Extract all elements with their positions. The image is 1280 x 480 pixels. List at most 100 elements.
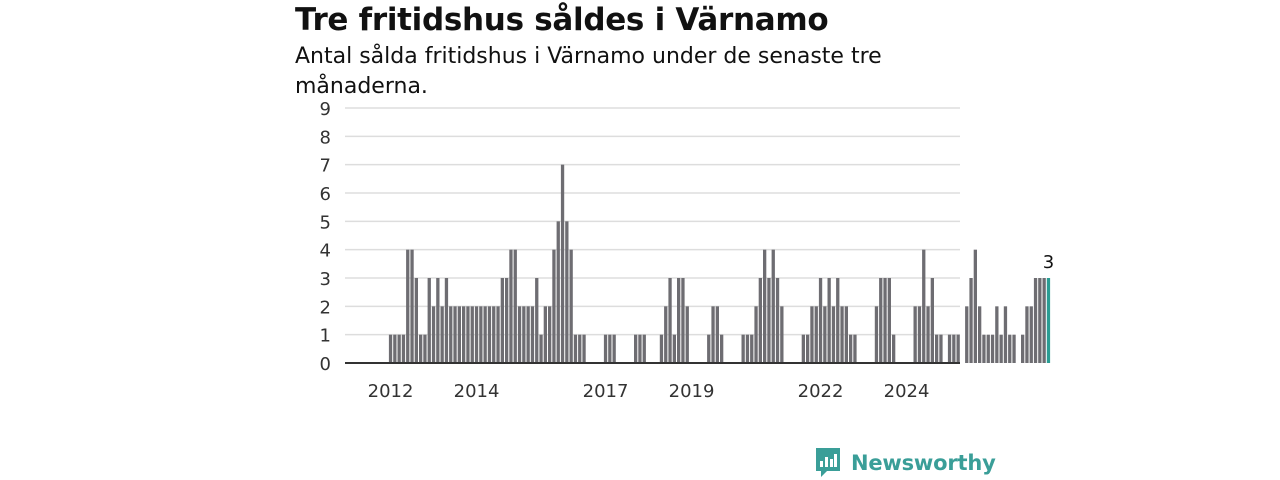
bar [453, 306, 457, 363]
bar [397, 334, 401, 363]
bar [603, 334, 608, 363]
bar [741, 334, 745, 363]
bar [393, 334, 397, 363]
bar [677, 278, 681, 363]
bar [917, 306, 922, 363]
newsworthy-brand[interactable]: Newsworthy [814, 446, 996, 480]
bar [681, 278, 685, 363]
bar [844, 306, 848, 363]
bar [926, 306, 930, 363]
bar [436, 278, 440, 363]
bar [836, 278, 840, 363]
bar [526, 306, 530, 363]
highlight-bar [1046, 278, 1051, 363]
x-tick-label: 2019 [669, 381, 715, 402]
bar [1029, 306, 1033, 363]
bar [952, 334, 956, 363]
y-tick-label: 3 [320, 269, 331, 290]
bar [775, 278, 780, 363]
bar [440, 306, 444, 363]
bar [767, 278, 771, 363]
bar [892, 334, 896, 363]
x-tick-label: 2022 [798, 381, 844, 402]
bar [565, 221, 569, 363]
bar [780, 306, 784, 363]
bar [879, 278, 883, 363]
bar [479, 306, 483, 363]
bar [806, 334, 810, 363]
bar [750, 334, 754, 363]
bar [466, 306, 470, 363]
y-tick-label: 1 [320, 326, 331, 347]
bar [922, 249, 926, 363]
bar [517, 306, 522, 363]
bar [745, 334, 750, 363]
bar [500, 278, 504, 363]
bar [505, 278, 509, 363]
bar [496, 306, 500, 363]
bar [990, 334, 995, 363]
brand-name: Newsworthy [851, 451, 996, 475]
newsworthy-logo-icon [816, 448, 840, 477]
y-tick-label: 2 [320, 297, 331, 318]
bar [539, 334, 543, 363]
bar [1021, 334, 1025, 363]
bar [410, 249, 414, 363]
chart-subtitle: Antal sålda fritidshus i Värnamo under d… [295, 44, 882, 99]
bar [995, 306, 999, 363]
bar [814, 306, 818, 363]
bar [642, 334, 646, 363]
bar [969, 278, 973, 363]
bar [840, 306, 844, 363]
bar [999, 334, 1003, 363]
y-tick-label: 9 [320, 99, 331, 120]
bar [638, 334, 642, 363]
bar [543, 306, 547, 363]
bar [487, 306, 492, 363]
bar [853, 334, 857, 363]
bar [427, 278, 431, 363]
bar [578, 334, 582, 363]
bars [388, 164, 1051, 363]
bar [1003, 306, 1008, 363]
bar [560, 164, 565, 363]
y-tick-label: 5 [320, 212, 331, 233]
bar [414, 278, 418, 363]
bar [715, 306, 719, 363]
bar [552, 249, 556, 363]
bar [831, 306, 836, 363]
bar [720, 334, 724, 363]
bar [522, 306, 526, 363]
bar [1033, 278, 1038, 363]
bar [935, 334, 939, 363]
bar [530, 306, 535, 363]
bar [569, 249, 573, 363]
bar [849, 334, 853, 363]
bar [1038, 278, 1042, 363]
bar [801, 334, 805, 363]
bar [685, 306, 689, 363]
x-axis-tick-labels: 2012 2014 2017 2019 2022 2024 [368, 381, 930, 402]
bar [513, 249, 517, 363]
bar [827, 278, 831, 363]
bar [388, 334, 393, 363]
y-tick-label: 4 [320, 241, 331, 262]
bar [956, 334, 960, 363]
bar [449, 306, 453, 363]
chart-title: Tre fritidshus såldes i Värnamo [295, 2, 829, 38]
y-tick-label: 6 [320, 184, 331, 205]
bar [965, 306, 969, 363]
bar [483, 306, 487, 363]
bar [444, 278, 449, 363]
bar [1042, 278, 1046, 363]
bar [973, 249, 977, 363]
bar [986, 334, 990, 363]
bar [818, 278, 823, 363]
bar [664, 306, 668, 363]
bar [431, 306, 436, 363]
bar [947, 334, 952, 363]
highlight-value-label: 3 [1043, 252, 1054, 273]
bar [668, 278, 672, 363]
bar [978, 306, 982, 363]
